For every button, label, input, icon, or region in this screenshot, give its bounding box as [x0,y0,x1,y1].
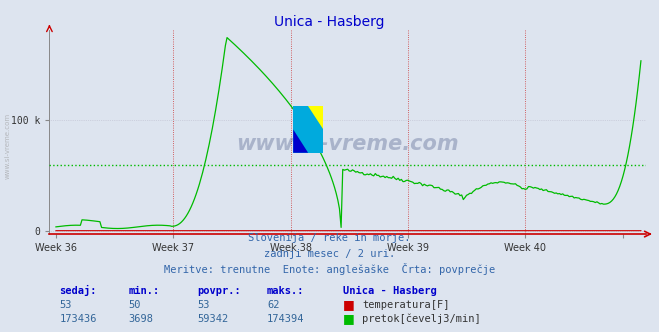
Text: 59342: 59342 [198,314,229,324]
Text: pretok[čevelj3/min]: pretok[čevelj3/min] [362,313,481,324]
Text: 174394: 174394 [267,314,304,324]
Text: 50: 50 [129,300,141,310]
Polygon shape [293,106,323,153]
Text: temperatura[F]: temperatura[F] [362,300,450,310]
Text: povpr.:: povpr.: [198,286,241,296]
Text: 3698: 3698 [129,314,154,324]
Text: Unica - Hasberg: Unica - Hasberg [274,15,385,29]
Text: maks.:: maks.: [267,286,304,296]
Text: ■: ■ [343,312,355,325]
Text: 53: 53 [59,300,72,310]
Text: 173436: 173436 [59,314,97,324]
Text: Slovenija / reke in morje.: Slovenija / reke in morje. [248,233,411,243]
Text: min.:: min.: [129,286,159,296]
Polygon shape [293,129,308,153]
Text: Unica - Hasberg: Unica - Hasberg [343,286,436,296]
Polygon shape [308,106,323,129]
Text: sedaj:: sedaj: [59,285,97,296]
Text: zadnji mesec / 2 uri.: zadnji mesec / 2 uri. [264,249,395,259]
Text: www.si-vreme.com: www.si-vreme.com [237,134,459,154]
Text: 62: 62 [267,300,279,310]
Text: Meritve: trenutne  Enote: anglešaške  Črta: povprečje: Meritve: trenutne Enote: anglešaške Črta… [164,263,495,275]
Text: ■: ■ [343,298,355,311]
Text: www.si-vreme.com: www.si-vreme.com [5,113,11,179]
Text: 53: 53 [198,300,210,310]
